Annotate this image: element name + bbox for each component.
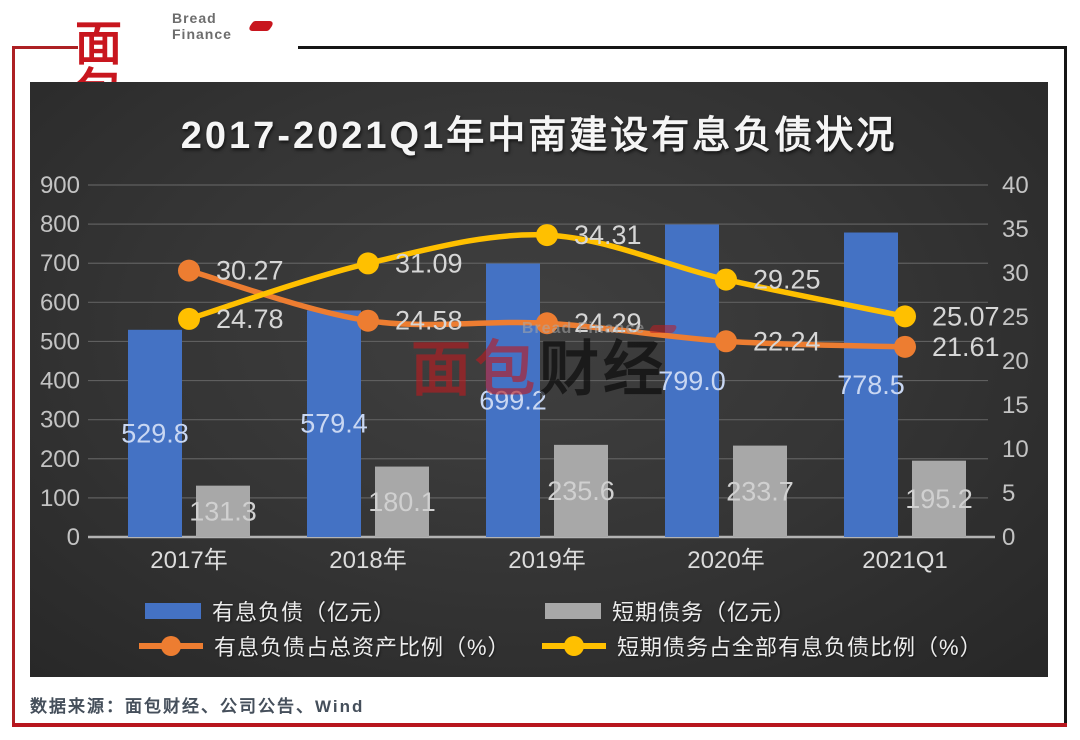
svg-text:2020年: 2020年 [687, 547, 764, 574]
frame-left-red-line [12, 46, 15, 727]
svg-text:30: 30 [1002, 260, 1029, 287]
svg-text:233.7: 233.7 [726, 476, 794, 506]
brand-top-row: Bread Finance [172, 10, 276, 42]
legend-label: 短期债务占全部有息负债比例（%） [617, 635, 983, 660]
frame-bottom-red-line [12, 723, 1067, 727]
svg-text:700: 700 [40, 250, 80, 277]
legend-item-interest-bearing-debt: 有息负债（亿元） [145, 599, 396, 625]
svg-text:400: 400 [40, 368, 80, 395]
svg-text:2019年: 2019年 [508, 547, 585, 574]
svg-text:24.78: 24.78 [216, 304, 284, 334]
legend-item-short-term-debt: 短期债务（亿元） [545, 599, 796, 625]
legend-item-short-term-ratio: 短期债务占全部有息负债比例（%） [542, 634, 983, 660]
svg-text:2017年: 2017年 [150, 547, 227, 574]
legend-swatch-gray-bar [545, 603, 601, 619]
svg-text:0: 0 [1002, 524, 1015, 551]
svg-text:799.0: 799.0 [658, 366, 726, 396]
svg-text:300: 300 [40, 407, 80, 434]
svg-text:600: 600 [40, 289, 80, 316]
frame-right-black-line [1064, 46, 1067, 727]
svg-text:29.25: 29.25 [753, 265, 821, 295]
frame-top-black-line [298, 46, 1067, 49]
frame-top-red-line [12, 46, 78, 49]
chart-title: 2017-2021Q1年中南建设有息负债状况 [180, 115, 898, 157]
svg-text:30.27: 30.27 [216, 256, 284, 286]
legend-label: 有息负债占总资产比例（%） [214, 635, 511, 660]
data-source: 数据来源：面包财经、公司公告、Wind [30, 697, 365, 716]
svg-text:10: 10 [1002, 436, 1029, 463]
svg-text:2021Q1: 2021Q1 [862, 547, 947, 574]
svg-text:22.24: 22.24 [753, 326, 821, 356]
svg-text:235.6: 235.6 [547, 476, 615, 506]
svg-text:31.09: 31.09 [395, 248, 463, 278]
svg-text:699.2: 699.2 [479, 385, 547, 415]
svg-text:24.58: 24.58 [395, 306, 463, 336]
svg-text:25.07: 25.07 [932, 301, 1000, 331]
svg-text:2018年: 2018年 [329, 547, 406, 574]
legend-item-debt-to-assets-ratio: 有息负债占总资产比例（%） [139, 634, 511, 660]
svg-text:40: 40 [1002, 172, 1029, 199]
svg-text:131.3: 131.3 [189, 496, 257, 526]
svg-text:200: 200 [40, 446, 80, 473]
svg-text:5: 5 [1002, 480, 1015, 507]
legend-label: 短期债务（亿元） [612, 600, 797, 625]
svg-text:180.1: 180.1 [368, 487, 436, 517]
legend-swatch-orange-line [139, 636, 203, 656]
legend-swatch-blue-bar [145, 603, 201, 619]
legend-swatch-yellow-line [542, 636, 606, 656]
svg-text:24.29: 24.29 [574, 308, 642, 338]
svg-text:500: 500 [40, 328, 80, 355]
svg-text:25: 25 [1002, 304, 1029, 331]
svg-text:778.5: 778.5 [837, 370, 905, 400]
svg-text:800: 800 [40, 211, 80, 238]
svg-text:195.2: 195.2 [905, 484, 973, 514]
svg-text:34.31: 34.31 [574, 220, 642, 250]
svg-text:15: 15 [1002, 392, 1029, 419]
combo-chart: 0 100 200 300 400 500 600 700 800 900 0 5 10 15 20 25 30… [40, 172, 1029, 574]
brand-swoosh-icon [246, 21, 276, 31]
svg-text:579.4: 579.4 [300, 409, 368, 439]
svg-text:35: 35 [1002, 216, 1029, 243]
svg-text:21.61: 21.61 [932, 332, 1000, 362]
svg-text:0: 0 [67, 524, 80, 551]
svg-text:900: 900 [40, 172, 80, 199]
legend-label: 有息负债（亿元） [212, 600, 397, 625]
svg-text:529.8: 529.8 [121, 418, 189, 448]
svg-text:100: 100 [40, 485, 80, 512]
chart-panel: 0 100 200 300 400 500 600 700 800 900 0 5 10 15 20 25 30… [30, 82, 1048, 677]
brand-subtitle: Bread Finance [172, 10, 232, 42]
svg-text:20: 20 [1002, 348, 1029, 375]
